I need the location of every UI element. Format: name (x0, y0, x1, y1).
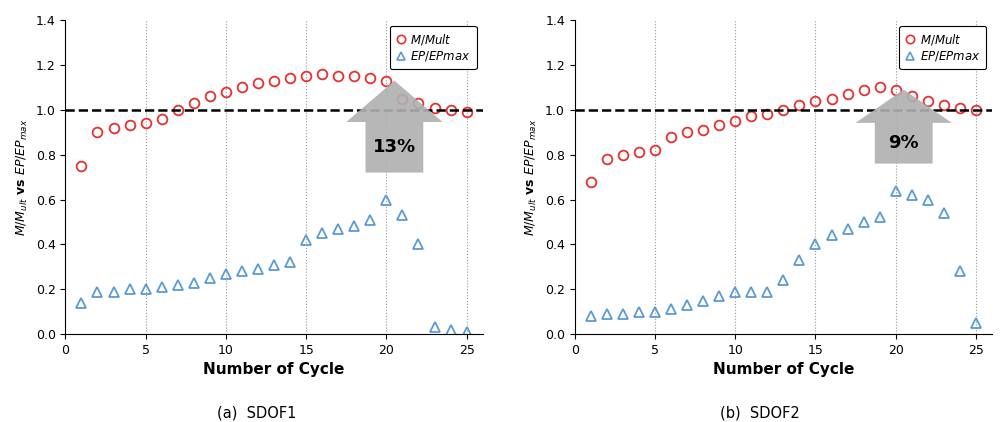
Y-axis label: $\mathbf{\mathit{M}}$/$\mathbf{\mathit{M}}_{\mathbf{\mathit{ult}}}$ $\mathbf{vs}: $\mathbf{\mathit{M}}$/$\mathbf{\mathit{M… (15, 118, 30, 236)
Legend: $\mathit{M/Mult}$, $\mathit{EP/EPmax}$: $\mathit{M/Mult}$, $\mathit{EP/EPmax}$ (390, 26, 476, 69)
X-axis label: Number of Cycle: Number of Cycle (713, 362, 854, 377)
Text: (b)  SDOF2: (b) SDOF2 (720, 406, 801, 421)
Polygon shape (346, 81, 442, 173)
Polygon shape (856, 89, 952, 164)
Text: 13%: 13% (373, 138, 416, 156)
Text: (a)  SDOF1: (a) SDOF1 (218, 406, 296, 421)
Legend: $\mathit{M/Mult}$, $\mathit{EP/EPmax}$: $\mathit{M/Mult}$, $\mathit{EP/EPmax}$ (899, 26, 986, 69)
Y-axis label: $\mathbf{\mathit{M}}$/$\mathbf{\mathit{M}}_{\mathbf{\mathit{ult}}}$ $\mathbf{vs}: $\mathbf{\mathit{M}}$/$\mathbf{\mathit{M… (525, 118, 540, 236)
X-axis label: Number of Cycle: Number of Cycle (203, 362, 344, 377)
Text: 9%: 9% (888, 134, 919, 152)
